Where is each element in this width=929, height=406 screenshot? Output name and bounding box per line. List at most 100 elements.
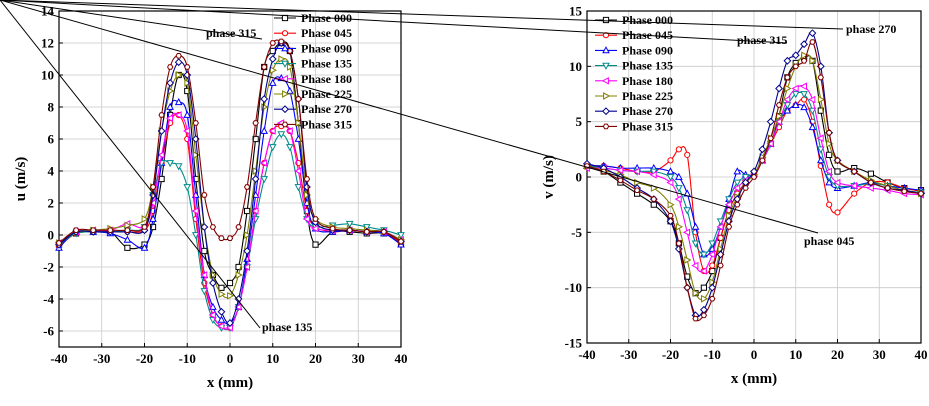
data-point: [167, 64, 174, 70]
legend-label: Phase 180: [622, 74, 673, 88]
data-point: [709, 278, 717, 286]
data-point: [674, 195, 682, 203]
legend-label: Pahse 270: [301, 102, 352, 116]
data-point: [683, 207, 692, 215]
y-tick-label: -5: [571, 225, 582, 240]
plot-frame: [58, 10, 402, 348]
data-point: [174, 97, 183, 106]
data-point: [226, 235, 234, 241]
data-point: [251, 175, 260, 183]
data-point: [218, 235, 225, 241]
y-tick-label: -10: [565, 280, 582, 295]
data-point: [684, 284, 691, 291]
data-point: [278, 55, 286, 63]
data-point: [268, 127, 276, 135]
data-point: [363, 229, 370, 235]
data-point: [209, 224, 217, 230]
data-point: [708, 283, 717, 292]
data-point: [124, 221, 132, 230]
data-point: [227, 291, 235, 300]
data-point: [295, 119, 303, 127]
data-point: [158, 112, 165, 118]
y-tick-label: -4: [43, 292, 54, 307]
data-point: [675, 222, 684, 231]
legend-label: Phase 135: [622, 59, 673, 73]
data-point: [184, 64, 191, 70]
data-point: [166, 160, 174, 168]
data-point: [345, 220, 354, 229]
legend-label: Phase 315: [622, 119, 673, 133]
data-point: [901, 188, 908, 195]
data-point: [700, 251, 708, 259]
y-tick-label: 5: [576, 114, 583, 129]
legend-marker: [281, 60, 289, 68]
data-point: [259, 159, 268, 167]
data-point: [397, 238, 405, 245]
data-point: [801, 51, 809, 60]
annotation-arrow: [0, 0, 261, 329]
data-point: [808, 122, 817, 131]
data-point: [824, 167, 833, 176]
y-axis-label: v (m/s): [541, 155, 557, 199]
data-point: [867, 170, 874, 177]
x-tick-label: -20: [136, 351, 153, 366]
data-point: [684, 256, 692, 264]
data-point: [792, 63, 799, 70]
data-point: [294, 167, 302, 175]
data-point: [72, 227, 80, 233]
annotation-label: phase 270: [846, 22, 896, 36]
data-point: [783, 95, 791, 104]
data-point: [816, 134, 824, 143]
data-point: [707, 250, 716, 259]
data-point: [157, 151, 165, 159]
annotation: phase 045: [0, 0, 854, 248]
data-point: [783, 106, 792, 114]
x-tick-label: -10: [704, 347, 721, 362]
data-point: [208, 279, 217, 287]
data-point: [268, 78, 277, 86]
legend-marker: [602, 16, 610, 24]
y-tick-label: 12: [41, 36, 54, 51]
data-point: [107, 227, 114, 233]
data-point: [866, 184, 874, 192]
legend-label: Phase 000: [622, 13, 673, 27]
data-point: [733, 179, 742, 187]
x-tick-label: 0: [227, 351, 234, 366]
data-point: [742, 185, 749, 191]
data-point: [286, 144, 294, 152]
data-point: [809, 56, 817, 65]
data-point: [242, 263, 250, 271]
annotation-arrow: [0, 0, 788, 44]
data-point: [632, 167, 640, 176]
legend-marker: [603, 92, 611, 100]
data-point: [684, 151, 691, 158]
y-tick-label: 10: [41, 68, 54, 83]
data-point: [774, 117, 782, 126]
data-point: [709, 262, 716, 269]
data-point: [260, 176, 269, 184]
data-point: [775, 84, 783, 93]
data-point: [800, 58, 808, 64]
legend-marker: [281, 14, 289, 22]
data-point: [294, 184, 303, 192]
data-point: [218, 290, 226, 299]
x-tick-label: 30: [873, 347, 886, 362]
data-point: [269, 47, 276, 55]
data-point: [174, 111, 182, 119]
legend-marker: [602, 107, 610, 116]
data-point: [691, 240, 700, 248]
data-point: [182, 127, 191, 135]
data-point: [260, 126, 269, 134]
data-point: [784, 74, 791, 81]
data-point: [801, 96, 808, 103]
data-point: [700, 312, 708, 319]
annotation-label: phase 135: [262, 320, 312, 334]
data-point: [791, 91, 800, 99]
legend-label: Phase 135: [301, 57, 352, 71]
data-point: [244, 207, 251, 215]
data-point: [675, 240, 683, 247]
